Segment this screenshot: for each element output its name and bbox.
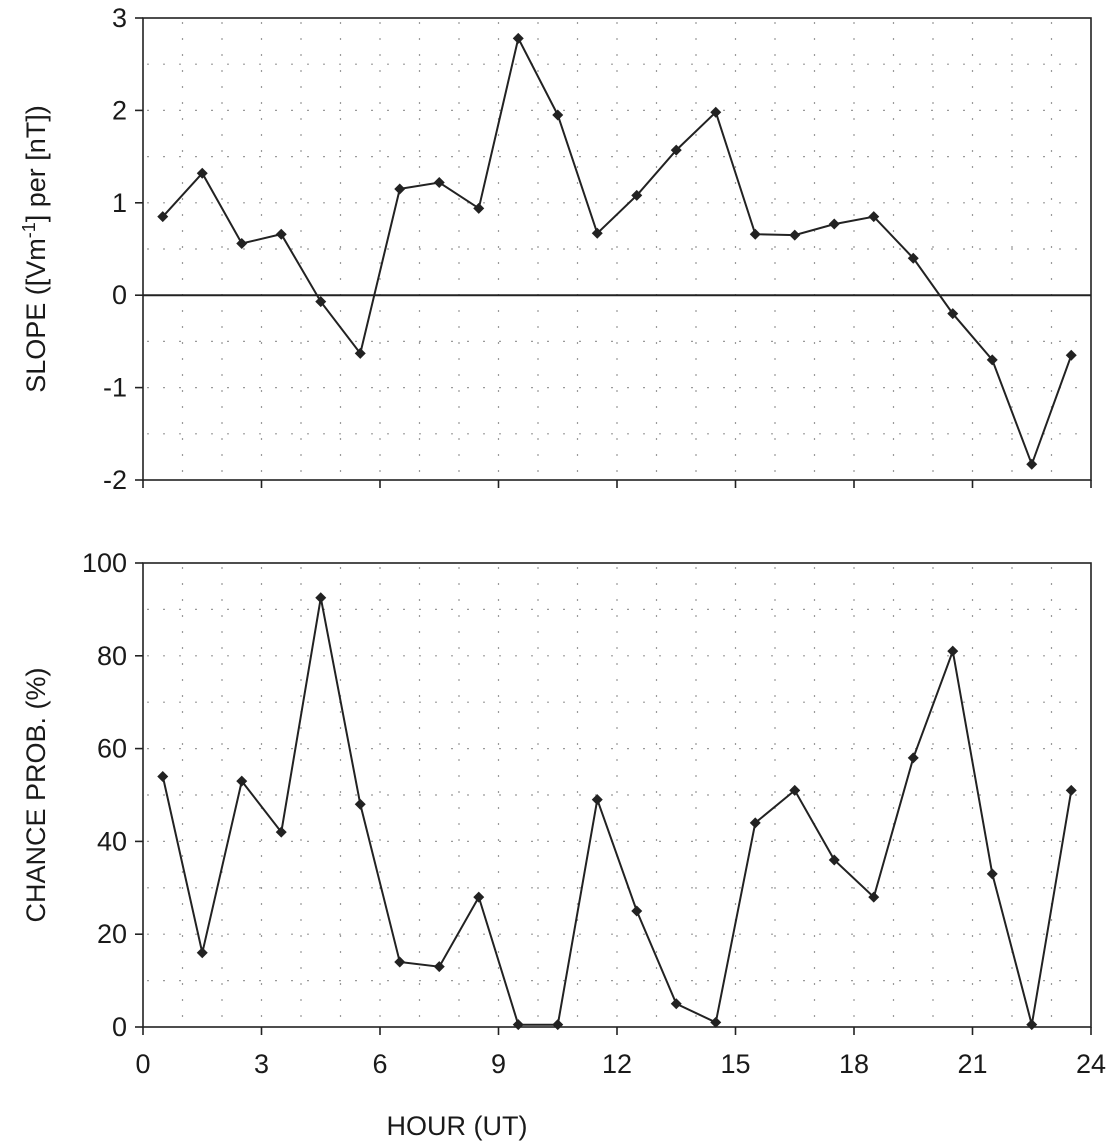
slope-data-point [789,229,801,241]
chance-data-point [236,775,248,787]
chance-data-point [947,645,959,657]
chance-data-point [789,784,801,796]
slope-data-point [868,211,880,223]
slope-data-point [947,308,959,320]
slope-y-tick-label: 1 [112,188,127,218]
chance-data-point [512,1019,524,1031]
chance-data-point [394,956,406,968]
slope-series-line [162,35,1073,468]
slope-data-point [473,202,485,214]
chance-series-line [161,597,1073,1026]
chance-y-tick-label: 60 [97,734,127,764]
chance-y-tick-label: 100 [82,548,127,578]
chance-data-point [433,961,445,973]
chance-x-tick-label: 6 [372,1049,387,1079]
chance-data-point [828,854,840,866]
chance-data-point [1065,784,1077,796]
chance-data-point [591,794,603,806]
slope-data-point [749,228,761,240]
slope-y-tick-label: 0 [112,280,127,310]
chance-x-tick-label: 18 [839,1049,869,1079]
slope-data-point [828,218,840,230]
chance-data-point [552,1019,564,1031]
chance-y-tick-label: 0 [112,1012,127,1042]
chance-grid [147,567,1089,1025]
chance-data-point [710,1016,722,1028]
slope-data-point [710,106,722,118]
chance-data-point [631,905,643,917]
chance-x-tick-label: 24 [1076,1049,1106,1079]
chance-data-point [1026,1019,1038,1031]
slope-data-point [315,296,327,308]
slope-data-point [433,176,445,188]
chance-y-tick-label: 20 [97,919,127,949]
chance-data-point [749,817,761,829]
slope-y-tick-label: 3 [112,3,127,33]
chance-x-tick-label: 15 [720,1049,750,1079]
slope-data-point [275,228,287,240]
chance-data-point [196,947,208,959]
chance-y-axis-title: CHANCE PROB. (%) [21,667,51,922]
chance-data-point [868,891,880,903]
chance-data-point [907,752,919,764]
chance-x-tick-label: 9 [491,1049,506,1079]
slope-data-point [394,183,406,195]
chance-data-point [473,891,485,903]
chance-data-point [315,592,327,604]
chance-data-point [670,998,682,1010]
slope-data-point [670,144,682,156]
slope-grid [147,22,1089,478]
chance-x-tick-label: 12 [602,1049,632,1079]
slope-data-point [591,227,603,239]
chance-data-point [275,826,287,838]
chance-y-tick-label: 40 [97,826,127,856]
slope-data-point [1065,349,1077,361]
chance-data-point [157,770,169,782]
slope-data-point [986,354,998,366]
slope-panel: -2 -1 0 1 2 3 SLOPE ([Vm-1] per [nT]) [19,3,1092,495]
chance-x-tick-label: 3 [254,1049,269,1079]
chance-x-axis-title: HOUR (UT) [387,1111,528,1141]
slope-data-point [1026,458,1038,470]
slope-y-tick-label: -2 [103,465,127,495]
slope-data-point [157,211,169,223]
chance-y-tick-label: 80 [97,641,127,671]
slope-y-tick-label: -1 [103,373,127,403]
chance-data-point [354,798,366,810]
slope-y-tick-label: 2 [112,95,127,125]
slope-data-point [196,167,208,179]
chance-data-point [986,868,998,880]
chance-x-tick-label: 21 [957,1049,987,1079]
slope-data-point [631,189,643,201]
chance-probability-panel: 0 20 40 60 80 100 0 3 6 9 12 15 18 21 24 CHANCE PROB. (… [21,548,1106,1141]
slope-data-point [907,252,919,264]
chance-x-tick-label: 0 [135,1049,150,1079]
slope-data-point [512,32,524,44]
slope-data-point [354,347,366,359]
slope-data-point [236,237,248,249]
slope-y-axis-title: SLOPE ([Vm-1] per [nT]) [19,105,51,393]
slope-data-point [552,109,564,121]
